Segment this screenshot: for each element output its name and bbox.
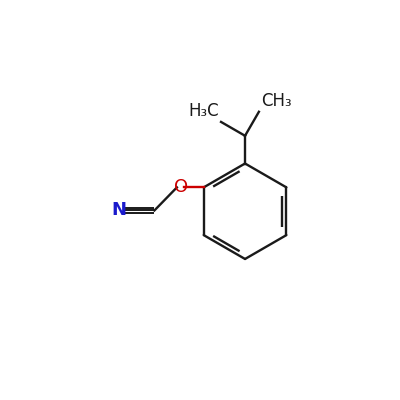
Text: O: O bbox=[174, 178, 188, 196]
Text: N: N bbox=[112, 202, 126, 220]
Text: H₃C: H₃C bbox=[188, 102, 218, 120]
Text: CH₃: CH₃ bbox=[261, 92, 291, 110]
